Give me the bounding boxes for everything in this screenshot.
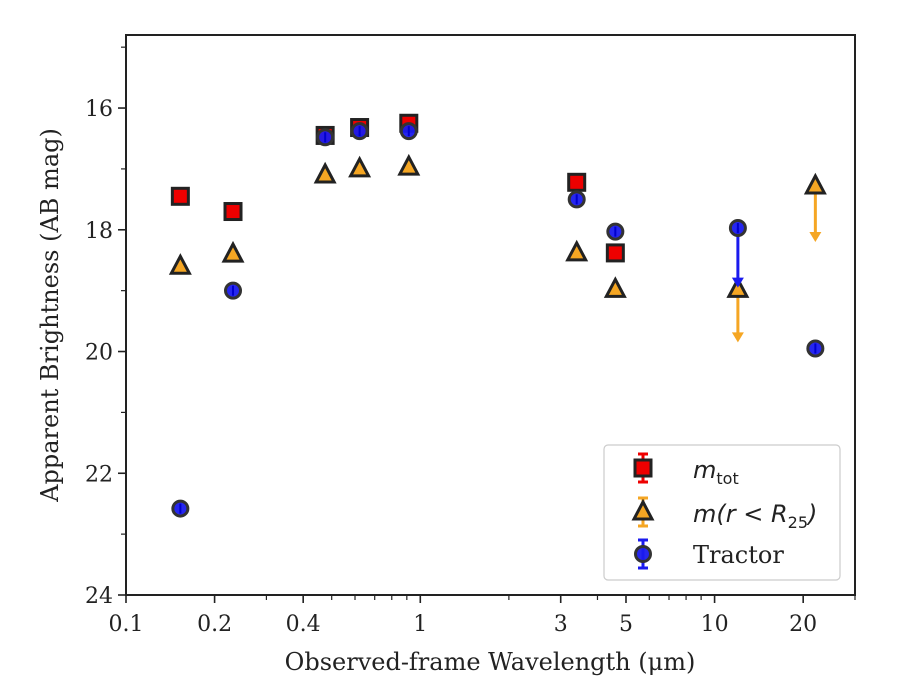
- plot-frame: [125, 34, 856, 596]
- legend: mtot m(r < R25) Tractor: [603, 444, 841, 581]
- legend-marker-triangle: [631, 498, 655, 521]
- upper-limit-arrow-head: [731, 277, 744, 288]
- axis-ticks: 0.1 0.2 0.4 1 3 5 10 20 16 18 20 22 24: [85, 46, 856, 637]
- x-tick-label: 3: [554, 612, 568, 637]
- x-tick-label: 10: [701, 612, 729, 637]
- legend-label-mr25: m(r < R25): [693, 500, 817, 532]
- mr25-point: [348, 155, 372, 178]
- legend-marker-circle: [634, 545, 652, 563]
- y-tick-label: 18: [85, 219, 113, 244]
- series-triangle: [168, 153, 827, 343]
- y-axis-title: Apparent Brightness (AB mag): [36, 128, 64, 503]
- mr25-point: [726, 276, 750, 298]
- x-tick-label: 0.2: [197, 612, 232, 637]
- mtot-point: [567, 172, 587, 192]
- upper-limit-arrow-head: [731, 332, 744, 343]
- mr25-point: [603, 276, 627, 298]
- mtot-point: [223, 202, 243, 222]
- x-tick-label: 5: [619, 612, 633, 637]
- y-tick-label: 24: [85, 584, 113, 609]
- x-tick-label: 20: [789, 612, 817, 637]
- x-axis-title: Observed-frame Wavelength (μm): [285, 648, 696, 676]
- y-tick-label: 22: [85, 462, 113, 487]
- legend-marker-square: [633, 458, 653, 478]
- y-tick-label: 20: [85, 341, 113, 366]
- x-tick-label: 0.4: [286, 612, 321, 637]
- legend-markers: [631, 452, 655, 570]
- mr25-point: [397, 153, 421, 176]
- legend-label-mtot: mtot: [693, 456, 739, 488]
- series-circle: [171, 122, 825, 518]
- x-tick-label: 0.1: [109, 612, 144, 637]
- mtot-point: [605, 243, 625, 263]
- series-square: [170, 113, 625, 263]
- mr25-point: [565, 239, 589, 262]
- x-tick-label: 1: [413, 612, 427, 637]
- mtot-point: [170, 186, 190, 206]
- legend-label-tractor: Tractor: [693, 541, 784, 569]
- mr25-point: [803, 172, 827, 195]
- mr25-point: [221, 240, 245, 263]
- mr25-point: [313, 161, 337, 184]
- y-tick-label: 16: [85, 97, 113, 122]
- data-marks: [168, 113, 827, 518]
- mr25-point: [168, 253, 192, 275]
- legend-box: [603, 444, 841, 581]
- upper-limit-arrow-head: [809, 231, 822, 242]
